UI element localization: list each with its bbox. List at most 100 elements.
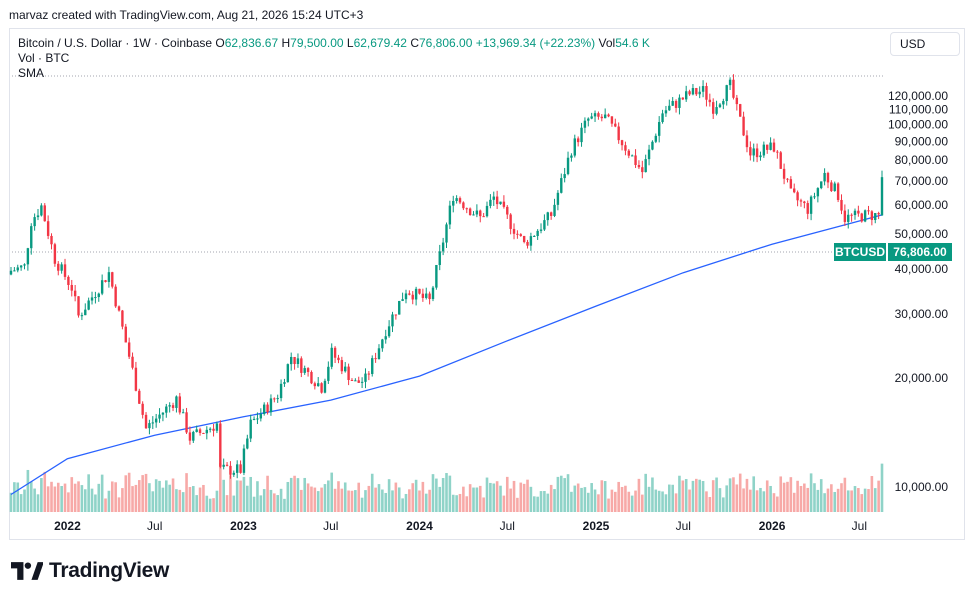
volume-bar — [860, 494, 864, 512]
price-axis-label: 50,000.00 — [895, 227, 949, 241]
candle-body — [826, 172, 830, 183]
candle-body — [847, 214, 850, 222]
sma-line — [10, 214, 883, 496]
volume-bar — [715, 477, 718, 512]
volume-bar — [259, 495, 263, 512]
volume-bar — [681, 480, 685, 512]
candle-body — [570, 155, 573, 158]
candle-body — [566, 157, 570, 175]
candle-body — [843, 210, 847, 222]
volume-bar — [208, 498, 212, 512]
volume-bar — [873, 488, 877, 512]
volume-bar — [50, 481, 53, 512]
price-axis-label: 30,000.00 — [895, 307, 949, 321]
volume-bar — [266, 475, 269, 512]
candle-body — [87, 300, 90, 310]
candle-body — [229, 465, 232, 475]
candle-body — [637, 165, 641, 168]
candle-body — [614, 123, 617, 127]
candle-body — [627, 150, 631, 156]
time-axis[interactable]: 2022 Jul 2023 Jul 2024 Jul 2025 Jul 2026 Jul — [54, 519, 867, 533]
volume-bar — [202, 484, 205, 512]
candle-body — [387, 326, 391, 337]
candle-body — [593, 113, 597, 117]
candle-body — [475, 210, 479, 215]
candle-body — [776, 151, 779, 153]
volume-bar — [168, 484, 171, 512]
candle-body — [833, 183, 836, 192]
volume-bar — [641, 494, 644, 512]
legend-volume-study[interactable]: Vol · BTC — [18, 51, 70, 65]
volume-bar — [23, 489, 26, 512]
volume-bar — [350, 490, 354, 512]
candle-body — [728, 79, 732, 86]
time-axis-label: Jul — [147, 519, 162, 533]
legend-vol-value: 54.6 K — [615, 36, 650, 50]
volume-bar — [620, 486, 624, 512]
candle-body — [691, 88, 695, 95]
volume-bar — [40, 478, 43, 512]
volume-bar — [293, 475, 296, 512]
candle-body — [647, 149, 651, 160]
candle-body — [526, 241, 529, 246]
volume-bar — [769, 485, 772, 512]
volume-bar — [475, 487, 479, 512]
candle-body — [57, 263, 60, 271]
price-chart[interactable]: 10,000.00 20,000.00 30,000.00 40,000.00 50,0… — [0, 0, 974, 545]
currency-button[interactable]: USD — [890, 32, 960, 56]
volume-bar — [543, 490, 546, 512]
candle-body — [97, 293, 100, 298]
volume-bar — [87, 474, 90, 512]
candle-body — [546, 212, 549, 221]
legend-symbol[interactable]: Bitcoin / U.S. Dollar · 1W · Coinbase — [18, 36, 213, 50]
tradingview-wordmark: TradingView — [49, 559, 170, 582]
candle-body — [181, 412, 185, 414]
candle-body — [516, 233, 519, 235]
candle-body — [762, 144, 766, 156]
candle-body — [654, 135, 658, 142]
volume-bar — [296, 478, 300, 512]
candle-body — [63, 264, 67, 277]
candle-body — [327, 366, 330, 381]
volume-bar — [283, 498, 286, 512]
volume-bar — [857, 488, 860, 512]
time-axis-label: Jul — [852, 519, 867, 533]
candle-body — [816, 188, 820, 197]
legend-close-label: C — [410, 36, 419, 50]
tradingview-logo[interactable]: TradingView — [11, 559, 169, 583]
price-axis-label: 80,000.00 — [895, 153, 949, 167]
volume-bar — [870, 476, 874, 512]
volume-bar — [738, 473, 742, 512]
volume-bar — [539, 491, 543, 512]
price-axis[interactable]: 10,000.00 20,000.00 30,000.00 40,000.00 50,0… — [888, 89, 948, 494]
volume-bar — [90, 488, 94, 512]
candle-body — [256, 418, 259, 420]
volume-bar — [151, 491, 155, 512]
volume-bar — [246, 485, 249, 512]
candle-body — [94, 297, 97, 299]
volume-bar — [242, 476, 246, 512]
candle-body — [576, 138, 580, 143]
volume-bar — [154, 479, 158, 512]
candle-body — [766, 144, 769, 150]
volume-bar — [570, 491, 573, 512]
price-tag-symbol-bg — [834, 243, 886, 261]
candle-body — [114, 286, 117, 307]
legend-sma-study[interactable]: SMA — [18, 66, 45, 80]
volume-bar — [19, 494, 23, 512]
volume-bar — [418, 490, 421, 512]
legend-vol-label: Vol — [598, 36, 616, 50]
candle-body — [620, 140, 624, 146]
candle-body — [357, 380, 360, 383]
volume-bar — [104, 498, 107, 512]
volume-bar — [279, 488, 283, 512]
candle-body — [772, 142, 776, 152]
candle-body — [840, 199, 843, 211]
candle-body — [19, 265, 23, 268]
candle-body — [340, 360, 344, 372]
volume-bar — [819, 479, 823, 512]
volume-bar — [586, 492, 590, 512]
legend-high-value: 79,500.00 — [290, 36, 344, 50]
candle-body — [408, 293, 411, 295]
volume-bar — [269, 489, 273, 512]
